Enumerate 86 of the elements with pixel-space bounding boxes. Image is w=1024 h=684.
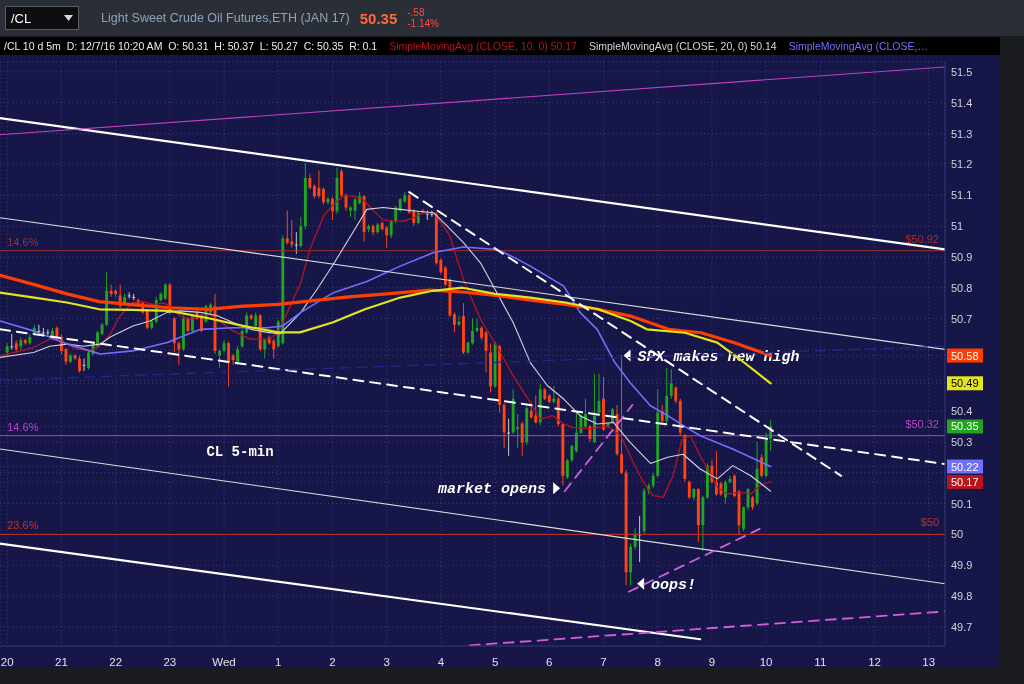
x-tick-label: 12 [868, 656, 881, 668]
candlestick [87, 350, 90, 370]
candlestick [687, 479, 691, 500]
text: SimpleMovingAvg (CLOSE, 20, 0) 50.14 [588, 40, 777, 52]
y-tick-label: 50.17 [951, 475, 979, 488]
candlestick [385, 225, 389, 249]
y-tick-label: 50.1 [951, 497, 973, 510]
candlestick [299, 216, 303, 249]
x-tick-label: 10 [759, 656, 773, 668]
candlestick [236, 345, 240, 366]
candlestick [742, 506, 745, 532]
candlestick [620, 355, 624, 475]
y-tick-label: 50.9 [951, 250, 973, 263]
text: -1.14% [407, 18, 439, 29]
candlestick [669, 368, 673, 400]
candlestick [272, 338, 276, 360]
x-tick-label: 23 [163, 656, 177, 668]
candlestick [371, 224, 375, 236]
y-tick-label: 49.9 [951, 559, 973, 572]
y-tick-label: 49.7 [951, 620, 973, 633]
y-tick-label: 50.4 [951, 405, 973, 418]
candlestick [227, 341, 231, 387]
candlestick [317, 170, 321, 199]
candlestick [574, 412, 578, 454]
x-tick-label: 9 [708, 656, 716, 668]
x-tick-label: 20 [0, 656, 14, 668]
y-tick-label: 50.22 [951, 460, 979, 473]
y-tick-label: 50.7 [951, 312, 973, 325]
y-tick-label: 50.3 [951, 435, 973, 448]
y-tick-label: 50.58 [951, 349, 979, 362]
candlestick [290, 219, 294, 249]
annotation: market opens [437, 481, 547, 499]
x-tick-label: 21 [55, 656, 68, 668]
annotation: 14.6% [7, 420, 39, 433]
ref-line-label: $50.32 [905, 417, 939, 430]
y-tick-label: 50.49 [951, 377, 979, 390]
x-tick-label: 13 [922, 656, 936, 668]
candlestick [10, 333, 14, 350]
candlestick [507, 418, 511, 457]
candlestick [231, 353, 235, 366]
x-tick-label: 6 [546, 656, 553, 668]
annotation: oops! [651, 576, 697, 594]
x-tick-label: 11 [814, 656, 827, 668]
y-tick-label: 50.35 [951, 420, 979, 433]
text: 50.35 [359, 9, 398, 27]
text: /CL [11, 10, 32, 26]
x-tick-label: 2 [329, 656, 336, 668]
candlestick [520, 421, 524, 457]
candlestick [294, 231, 298, 255]
x-tick-label: Wed [212, 656, 236, 668]
text: -.58 [407, 7, 426, 18]
y-tick-label: 51.4 [951, 96, 973, 109]
x-tick-label: 1 [275, 656, 282, 668]
y-tick-label: 51.3 [951, 127, 973, 140]
candlestick [534, 395, 538, 424]
candlestick [565, 458, 569, 480]
annotation: 23.6% [7, 519, 39, 532]
y-tick-label: 49.8 [951, 590, 973, 603]
x-tick-label: 22 [109, 656, 123, 668]
x-tick-label: 4 [437, 656, 445, 668]
ref-line-label: $50.92 [905, 232, 939, 245]
annotation: CL 5-min [206, 444, 274, 460]
ref-line-label: $50 [920, 516, 939, 529]
candlestick [471, 318, 474, 346]
candlestick [285, 210, 289, 246]
y-tick-label: 50 [951, 528, 964, 541]
y-tick-label: 51.1 [951, 189, 973, 202]
chart-title: Light Sweet Crude Oil Futures,ETH (JAN 17) [101, 11, 350, 25]
candlestick [46, 328, 50, 336]
x-tick-label: 5 [491, 656, 499, 668]
candlestick [109, 284, 113, 298]
x-tick-label: 3 [383, 656, 390, 668]
y-tick-label: 51.2 [951, 158, 973, 171]
annotation: 14.6% [7, 235, 39, 248]
candlestick [733, 473, 736, 498]
candlestick [218, 348, 221, 369]
y-tick-label: 51 [951, 220, 964, 233]
text: SimpleMovingAvg (CLOSE,… [788, 40, 928, 52]
x-tick-label: 7 [600, 656, 607, 668]
text: SimpleMovingAvg (CLOSE, 10, 0) 50.17 [389, 40, 577, 52]
y-tick-label: 51.5 [951, 65, 973, 78]
candlestick [452, 311, 456, 333]
chart-subtitle: /CL 10 d 5m D: 12/7/16 10:20 AM O: 50.31 H: 50.37 L: 50.27 C: 50.35 R: 0.1 [4, 40, 378, 52]
candlestick [177, 341, 181, 366]
x-tick-label: 8 [654, 656, 661, 668]
y-tick-label: 50.8 [951, 281, 973, 294]
